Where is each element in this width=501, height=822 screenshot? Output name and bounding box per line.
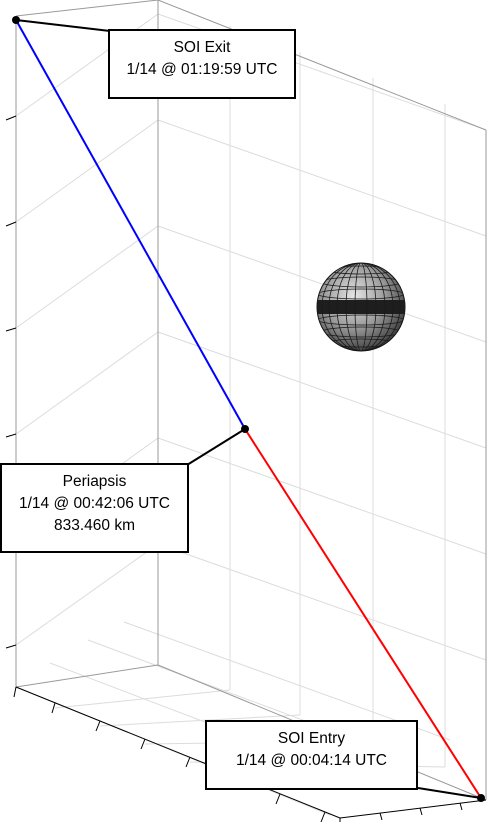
periapsis-marker [241,425,249,433]
soi-exit-callout: SOI Exit 1/14 @ 01:19:59 UTC [108,29,296,99]
periapsis-title: Periapsis [62,473,127,490]
floor-front-edge [15,686,487,819]
axes-box [15,0,487,801]
y-axis-ticks [339,802,463,822]
soi-entry-time: 1/14 @ 00:04:14 UTC [235,752,387,769]
periapsis-callout: Periapsis 1/14 @ 00:42:06 UTC 833.460 km [0,463,189,553]
soi-exit-marker [12,16,20,24]
soi-exit-time: 1/14 @ 01:19:59 UTC [126,61,278,78]
soi-entry-leader [417,787,482,799]
outbound-trajectory [15,19,246,430]
soi-exit-title: SOI Exit [173,39,231,56]
planet-sphere-icon [316,262,406,352]
soi-exit-leader [15,19,111,32]
periapsis-altitude: 833.460 km [54,517,135,534]
soi-entry-callout: SOI Entry 1/14 @ 00:04:14 UTC [205,720,418,790]
periapsis-leader [186,428,246,466]
inbound-trajectory [244,428,482,799]
z-axis-ticks [5,115,17,649]
soi-entry-marker [477,794,485,802]
soi-entry-title: SOI Entry [277,730,346,747]
periapsis-time: 1/14 @ 00:42:06 UTC [18,495,170,512]
